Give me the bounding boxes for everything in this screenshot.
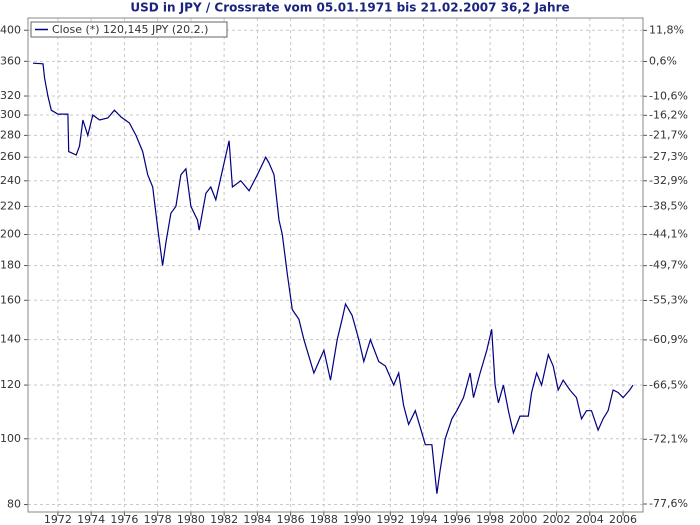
y2-tick-label: -38,5% xyxy=(649,199,688,212)
x-tick-label: 1982 xyxy=(210,513,238,525)
y-tick-label: 300 xyxy=(0,108,21,121)
y2-tick-label: -77,6% xyxy=(649,497,688,510)
y2-tick-label: -27,3% xyxy=(649,150,688,163)
y2-tick-label: -32,9% xyxy=(649,174,688,187)
y-tick-label: 120 xyxy=(0,378,21,391)
data-line xyxy=(32,62,634,494)
chart-title: USD in JPY / Crossrate vom 05.01.1971 bi… xyxy=(130,1,569,15)
x-tick-label: 1974 xyxy=(77,513,105,525)
x-tick-label: 1994 xyxy=(410,513,438,525)
y2-tick-label: -55,3% xyxy=(649,293,688,306)
x-tick-label: 2006 xyxy=(609,513,637,525)
y2-tick-label: -49,7% xyxy=(649,259,688,272)
plot-frame xyxy=(27,17,644,513)
y-tick-label: 320 xyxy=(0,89,21,102)
y-tick-label: 200 xyxy=(0,228,21,241)
y-tick-label: 80 xyxy=(7,498,21,511)
y-tick-label: 100 xyxy=(0,432,21,445)
x-tick-label: 1978 xyxy=(144,513,172,525)
x-tick-label: 1992 xyxy=(376,513,404,525)
x-tick-label: 1986 xyxy=(277,513,305,525)
y-tick-label: 240 xyxy=(0,174,21,187)
y2-tick-label: -10,6% xyxy=(649,89,688,102)
y-tick-label: 180 xyxy=(0,259,21,272)
y-tick-label: 260 xyxy=(0,150,21,163)
y2-tick-label: -44,1% xyxy=(649,228,688,241)
x-tick-label: 1984 xyxy=(243,513,271,525)
x-tick-label: 2000 xyxy=(509,513,537,525)
y2-tick-label: 11,8% xyxy=(649,23,684,36)
x-tick-label: 1988 xyxy=(310,513,338,525)
y-tick-label: 280 xyxy=(0,128,21,141)
y2-tick-label: 0,6% xyxy=(649,54,677,67)
plot-border xyxy=(27,17,644,513)
y-tick-label: 360 xyxy=(0,54,21,67)
x-tick-label: 2004 xyxy=(576,513,604,525)
legend-label: Close (*) 120,145 JPY (20.2.) xyxy=(52,23,208,36)
x-tick-label: 1998 xyxy=(476,513,504,525)
x-tick-label: 2002 xyxy=(543,513,571,525)
y2-tick-label: -72,1% xyxy=(649,432,688,445)
y-tick-label: 160 xyxy=(0,293,21,306)
legend-box xyxy=(30,21,228,38)
x-tick-label: 1990 xyxy=(343,513,371,525)
x-tick-label: 1996 xyxy=(443,513,471,525)
x-tick-label: 1976 xyxy=(110,513,138,525)
x-tick-label: 1980 xyxy=(177,513,205,525)
y2-tick-label: -21,7% xyxy=(649,128,688,141)
y-tick-label: 400 xyxy=(0,23,21,36)
x-tick-label: 1972 xyxy=(44,513,72,525)
y2-tick-label: -66,5% xyxy=(649,378,688,391)
y2-tick-label: -16,2% xyxy=(649,108,688,121)
y-tick-label: 140 xyxy=(0,333,21,346)
y2-tick-label: -60,9% xyxy=(649,333,688,346)
y-tick-label: 220 xyxy=(0,199,21,212)
